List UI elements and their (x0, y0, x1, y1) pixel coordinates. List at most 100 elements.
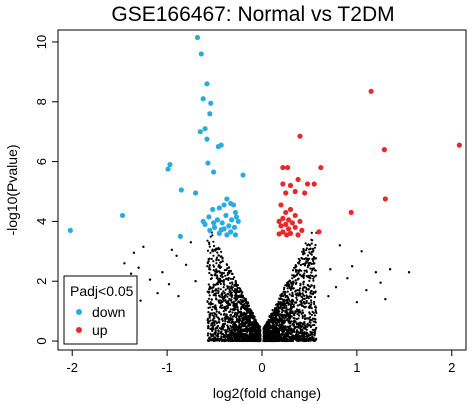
gene-point-ns (224, 307, 227, 310)
gene-point-ns (309, 252, 312, 255)
gene-point-ns (280, 336, 283, 339)
gene-point-ns (284, 290, 287, 294)
gene-point-ns (239, 311, 242, 314)
gene-point-ns (222, 299, 225, 302)
gene-point-ns (286, 296, 289, 299)
gene-point-ns (268, 338, 271, 341)
gene-point-ns (224, 309, 227, 312)
gene-point-ns (287, 328, 290, 331)
gene-point-ns (211, 326, 214, 329)
gene-point-ns (229, 324, 232, 328)
gene-point-ns (388, 268, 392, 271)
gene-point-ns (280, 327, 283, 330)
gene-point-ns (304, 327, 307, 330)
gene-point-ns (207, 302, 211, 305)
gene-point-ns (217, 259, 220, 262)
gene-point-ns (308, 257, 311, 260)
gene-point-ns (222, 328, 225, 331)
gene-point-ns (237, 321, 241, 324)
gene-point-ns (226, 307, 229, 310)
gene-point-ns (225, 305, 228, 308)
gene-point-ns (294, 290, 297, 293)
gene-point-ns (225, 313, 228, 316)
gene-point-ns (215, 262, 218, 265)
gene-point-ns (253, 334, 257, 337)
gene-point-ns (310, 332, 313, 335)
gene-point-ns (227, 278, 230, 282)
gene-point-ns (294, 282, 297, 285)
gene-point-ns (303, 269, 306, 272)
gene-point-ns (246, 336, 249, 339)
gene-point-ns (291, 269, 295, 272)
x-axis-label: log2(fold change) (213, 385, 321, 401)
gene-point-ns (307, 262, 310, 265)
gene-point-ns (309, 274, 312, 277)
gene-point-ns (248, 333, 251, 336)
gene-point-ns (210, 334, 213, 337)
gene-point-ns (246, 328, 249, 331)
gene-point-ns (305, 269, 308, 272)
gene-point-ns (310, 295, 313, 298)
gene-point-ns (284, 328, 287, 331)
gene-point-ns (243, 311, 246, 314)
gene-point-ns (301, 250, 304, 253)
gene-point-ns (286, 281, 289, 284)
gene-point-ns (229, 331, 232, 334)
gene-point-ns (207, 306, 210, 309)
gene-point-ns (292, 280, 295, 283)
gene-point-ns (237, 333, 240, 336)
gene-point-ns (379, 281, 382, 284)
gene-point-ns (226, 263, 229, 267)
gene-point-ns (217, 264, 220, 267)
gene-point-ns (271, 313, 274, 316)
gene-point-ns (208, 243, 211, 246)
gene-point-ns (210, 308, 214, 311)
gene-point-ns (268, 329, 271, 332)
gene-point-ns (209, 251, 212, 254)
gene-point-ns (296, 337, 299, 340)
gene-point-ns (281, 313, 284, 316)
gene-point-ns (232, 326, 235, 329)
gene-point-ns (278, 319, 282, 322)
gene-point-ns (222, 281, 225, 284)
gene-point-ns (283, 306, 286, 309)
gene-point-ns (207, 260, 210, 263)
gene-point-ns (290, 327, 293, 330)
gene-point-ns (218, 339, 221, 342)
gene-point-ns (222, 286, 225, 289)
gene-point-ns (222, 272, 225, 275)
gene-point-ns (209, 303, 212, 306)
y-axis-label: -log10(Pvalue) (4, 144, 20, 235)
gene-point-ns (218, 277, 222, 280)
gene-point-ns (288, 283, 291, 286)
gene-point-ns (268, 315, 271, 318)
gene-point-ns (240, 295, 244, 298)
gene-point-ns (303, 297, 306, 300)
gene-point-ns (296, 313, 299, 316)
gene-point-ns (211, 305, 214, 308)
gene-point-ns (212, 269, 215, 272)
gene-point-ns (306, 295, 309, 298)
gene-point-ns (305, 260, 308, 263)
gene-point-ns (220, 327, 223, 330)
gene-point-down (207, 111, 213, 117)
y-tick-label: 10 (34, 35, 49, 49)
gene-point-ns (237, 300, 240, 303)
gene-point-ns (246, 319, 249, 322)
gene-point-ns (302, 289, 305, 292)
gene-point-ns (293, 330, 296, 333)
gene-point-ns (299, 300, 302, 303)
gene-point-ns (222, 290, 225, 293)
gene-point-ns (231, 311, 234, 314)
gene-point-ns (259, 333, 262, 336)
gene-point-ns (279, 313, 282, 316)
gene-point-ns (208, 241, 211, 244)
gene-point-ns (212, 250, 215, 253)
gene-point-ns (231, 283, 234, 286)
gene-point-ns (245, 330, 249, 333)
gene-point-ns (167, 283, 171, 286)
gene-point-ns (233, 283, 236, 286)
chart-title: GSE166467: Normal vs T2DM (111, 3, 394, 26)
gene-point-up (292, 212, 298, 219)
gene-point-ns (210, 298, 213, 301)
